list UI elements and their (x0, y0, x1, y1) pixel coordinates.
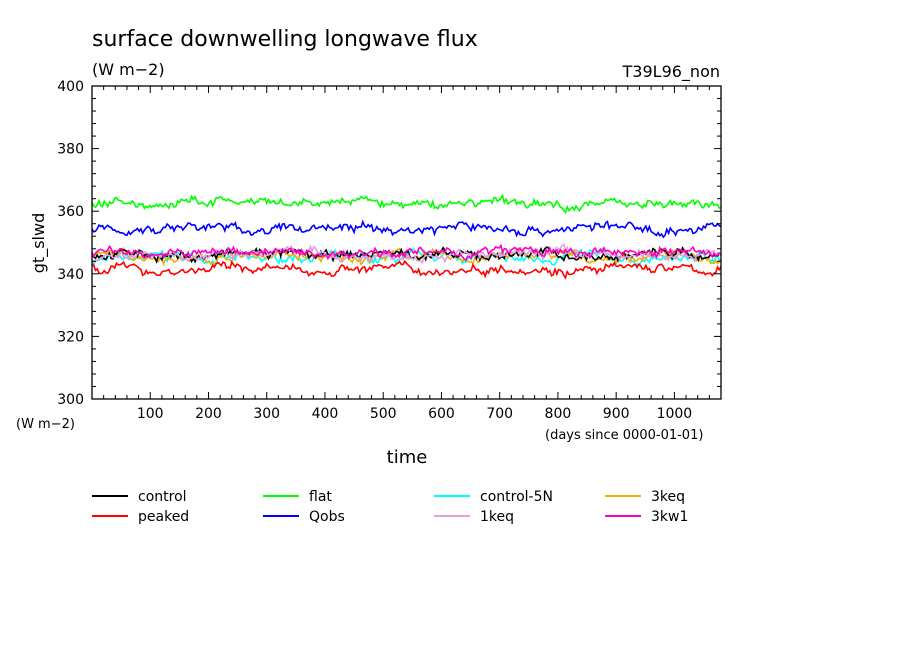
x-tick-label: 100 (137, 406, 164, 422)
legend-label: 3kw1 (651, 509, 688, 525)
legend-label: 1keq (480, 509, 514, 525)
x-axis-label: time (387, 447, 428, 468)
legend-label: control-5N (480, 489, 553, 505)
x-tick-label: 900 (603, 406, 630, 422)
y-tick-label: 380 (57, 142, 84, 158)
series-line-3kw1 (91, 243, 722, 262)
legend-label: 3keq (651, 489, 685, 505)
x-unit-label: (days since 0000-01-01) (545, 428, 703, 443)
y-tick-label: 400 (57, 79, 84, 95)
y-axis-label: gt_slwd (29, 213, 49, 273)
x-tick-label: 300 (253, 406, 280, 422)
series-line-Qobs (91, 219, 722, 239)
legend-label: Qobs (309, 509, 345, 525)
run-label: T39L96_non (622, 62, 720, 82)
tick-layer: 100 200 300 400 500 600 700 800 900 1000 300 320 340… (57, 79, 721, 422)
legend-label: flat (309, 489, 332, 505)
y-tick-label: 300 (57, 392, 84, 408)
x-tick-label: 200 (195, 406, 222, 422)
legend-label: control (138, 489, 187, 505)
x-tick-label: 1000 (657, 406, 693, 422)
plot-frame (91, 85, 722, 400)
chart-title: surface downwelling longwave flux (92, 27, 478, 52)
x-tick-label: 400 (312, 406, 339, 422)
series-line-peaked (91, 259, 722, 280)
y-unit-label: (W m−2) (16, 417, 75, 432)
series-line-1keq (91, 243, 722, 265)
y-tick-label: 320 (57, 329, 84, 345)
series-layer (91, 193, 722, 280)
series-line-flat (91, 193, 722, 215)
x-tick-label: 600 (428, 406, 455, 422)
x-tick-label: 800 (545, 406, 572, 422)
chart-subtitle: (W m−2) (92, 60, 165, 79)
legend: control peaked flat Qobs control-5N 1keq 3keq 3… (92, 489, 688, 525)
x-tick-label: 700 (486, 406, 513, 422)
y-tick-label: 340 (57, 267, 84, 283)
x-tick-label: 500 (370, 406, 397, 422)
y-tick-label: 360 (57, 204, 84, 220)
legend-label: peaked (138, 509, 189, 525)
